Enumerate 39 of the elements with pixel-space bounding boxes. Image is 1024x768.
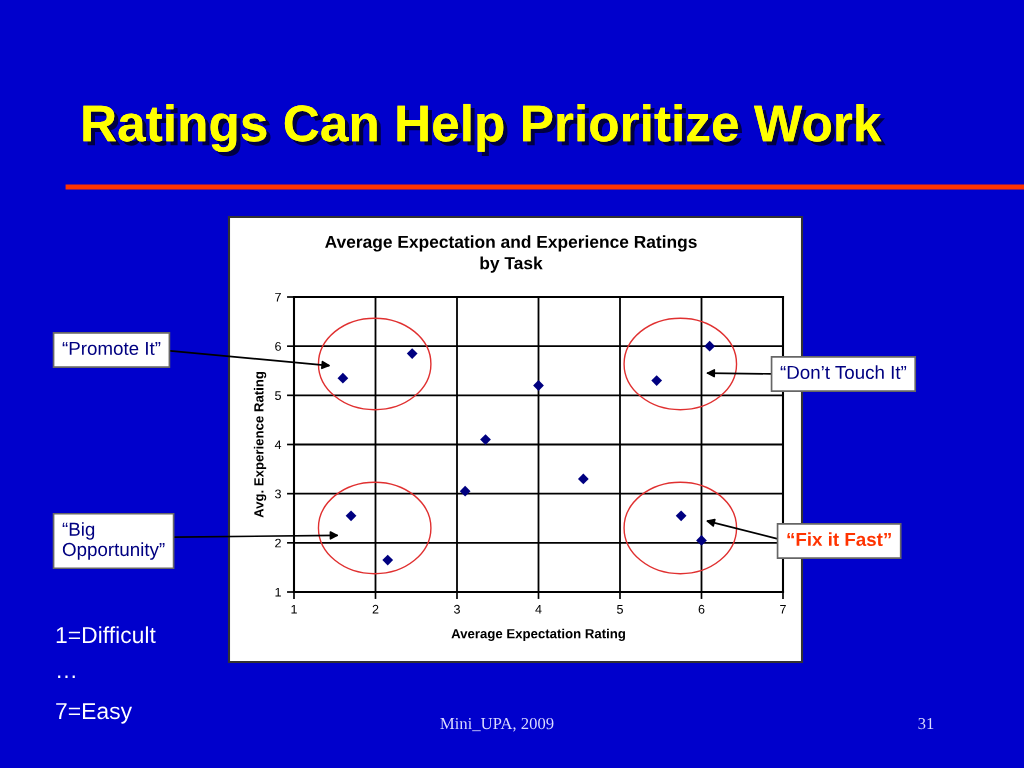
y-tick-label: 4 — [274, 440, 282, 450]
text: “Fix it Fast” — [787, 532, 891, 547]
point — [382, 554, 394, 566]
x-axis-title: Average Expectation Rating — [451, 628, 625, 642]
y-axis-title: Avg. Experience Rating — [253, 371, 267, 518]
text: 1=Difficult — [56, 626, 156, 644]
point — [406, 348, 418, 359]
x-tick-label: 2 — [372, 604, 379, 614]
chart-subtitle: Average Expectation and Experience Ratings by Task — [325, 235, 697, 273]
point — [696, 535, 707, 546]
point — [577, 473, 589, 485]
y-tick-label: 2 — [275, 538, 281, 548]
point — [459, 485, 471, 497]
point — [704, 340, 716, 352]
point — [337, 372, 349, 384]
text: 31 — [918, 717, 934, 730]
x-tick-label: 6 — [698, 604, 705, 614]
text: Mini_UPA, 2009 — [440, 717, 554, 732]
y-tick-label: 1 — [275, 587, 281, 597]
y-tick-label: 7 — [275, 292, 281, 302]
x-tick-label: 7 — [780, 604, 786, 614]
text: “Big Opportunity” — [62, 522, 165, 560]
x-tick-label: 3 — [454, 604, 460, 614]
y-tick-label: 5 — [275, 391, 281, 400]
x-tick-label: 1 — [291, 604, 297, 614]
annotation: “Don’t Touch It” — [780, 365, 907, 380]
point — [651, 375, 663, 386]
y-tick-label: 6 — [275, 341, 281, 351]
x-tick-label: 4 — [535, 604, 542, 614]
point — [533, 380, 544, 391]
point — [675, 510, 687, 522]
text: … — [58, 675, 75, 678]
x-tick-label: 5 — [617, 604, 623, 614]
y-tick-label: 3 — [275, 489, 281, 499]
text: 7=Easy — [56, 703, 133, 724]
point — [480, 434, 491, 445]
chart-title: Ratings Can Help Prioritize Work — [83, 103, 886, 157]
point — [345, 510, 357, 522]
text: “Promote It” — [62, 341, 161, 356]
